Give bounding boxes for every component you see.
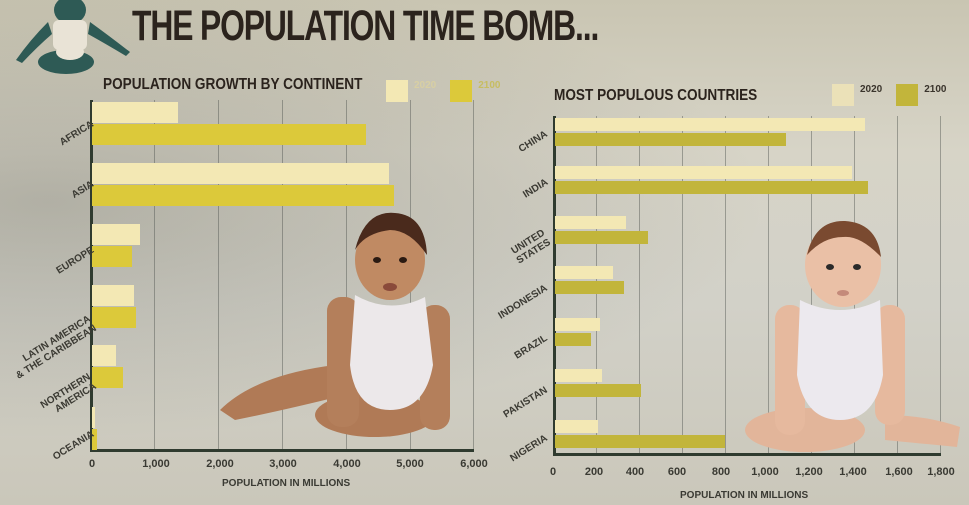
x-tick: 1,200 — [795, 466, 823, 478]
x-tick: 1,600 — [885, 466, 913, 478]
bar-2020 — [555, 216, 627, 229]
bar-2020 — [555, 318, 601, 331]
bar-2100 — [555, 333, 591, 346]
x-axis — [90, 449, 474, 452]
bar-2100 — [555, 281, 624, 294]
gridline — [218, 100, 219, 452]
legend-label-2020: 2020 — [414, 80, 437, 91]
bar-2020 — [92, 224, 140, 245]
category-label: INDIA — [520, 176, 550, 201]
x-tick: 200 — [584, 466, 604, 478]
legend-label-2020: 2020 — [860, 84, 883, 95]
category-label: NIGERIA — [508, 432, 550, 465]
bar-2100 — [92, 185, 395, 206]
gridline — [897, 116, 898, 456]
bar-2100 — [555, 231, 648, 244]
bar-2020 — [92, 407, 95, 428]
x-tick: 0 — [88, 458, 96, 470]
x-tick: 1,800 — [927, 466, 955, 478]
bar-2100 — [555, 133, 786, 146]
bar-2100 — [92, 307, 136, 328]
baby-right-image — [745, 220, 960, 452]
baby-left-image — [220, 212, 450, 437]
category-label: INDONESIA — [496, 282, 550, 322]
x-tick: 3,000 — [269, 458, 297, 470]
legend-swatch-2100 — [450, 80, 473, 102]
baby-silhouette-icon — [16, 0, 130, 74]
page-title: THE POPULATION TIME BOMB... — [132, 2, 599, 50]
bar-2100 — [555, 181, 868, 194]
x-tick: 4,000 — [333, 458, 361, 470]
bar-2100 — [92, 429, 97, 450]
gridline — [940, 116, 941, 456]
y-axis — [90, 100, 93, 452]
x-tick: 5,000 — [396, 458, 424, 470]
gridline — [725, 116, 726, 456]
bar-2020 — [92, 102, 178, 123]
bar-2020 — [555, 166, 853, 179]
x-axis — [553, 453, 941, 456]
category-label: BRAZIL — [512, 332, 550, 362]
x-tick: 1,000 — [751, 466, 779, 478]
left-chart-title: POPULATION GROWTH BY CONTINENT — [103, 76, 363, 93]
left-chart-plot — [90, 100, 474, 452]
bar-2020 — [555, 118, 866, 131]
bar-2100 — [555, 384, 642, 397]
bar-2100 — [92, 367, 124, 388]
legend-swatch-2100 — [896, 84, 919, 106]
x-tick: 0 — [549, 466, 557, 478]
right-legend: 2020 2100 — [832, 84, 947, 106]
gridline — [682, 116, 683, 456]
x-tick: 1,400 — [839, 466, 867, 478]
category-label: CHINA — [517, 128, 550, 155]
x-tick: 800 — [711, 466, 731, 478]
legend-label-2100: 2100 — [924, 84, 947, 95]
x-axis-label: POPULATION IN MILLIONS — [680, 490, 809, 501]
legend-swatch-2020 — [832, 84, 854, 106]
gridline — [768, 116, 769, 456]
x-axis-label: POPULATION IN MILLIONS — [222, 478, 351, 489]
gridline — [282, 100, 283, 452]
bar-2020 — [92, 163, 389, 184]
category-label: UNITED STATES — [509, 227, 553, 267]
bar-2020 — [92, 285, 134, 306]
bar-2020 — [555, 420, 599, 433]
x-tick: 600 — [667, 466, 687, 478]
bar-2020 — [555, 266, 614, 279]
bar-2100 — [92, 246, 133, 267]
x-tick: 400 — [625, 466, 645, 478]
bar-2020 — [92, 345, 116, 366]
bar-2020 — [555, 369, 603, 382]
bar-2100 — [92, 124, 366, 145]
category-label: PAKISTAN — [501, 384, 550, 421]
bar-2100 — [555, 435, 726, 448]
gridline — [346, 100, 347, 452]
x-tick: 6,000 — [460, 458, 488, 470]
gridline — [473, 100, 474, 452]
x-tick: 2,000 — [206, 458, 234, 470]
x-tick: 1,000 — [142, 458, 170, 470]
left-legend: 2020 2100 — [386, 80, 501, 102]
gridline — [639, 116, 640, 456]
legend-label-2100: 2100 — [478, 80, 501, 91]
gridline — [154, 100, 155, 452]
legend-swatch-2020 — [386, 80, 408, 102]
right-chart-title: MOST POPULOUS COUNTRIES — [554, 87, 758, 104]
y-axis — [553, 116, 556, 456]
